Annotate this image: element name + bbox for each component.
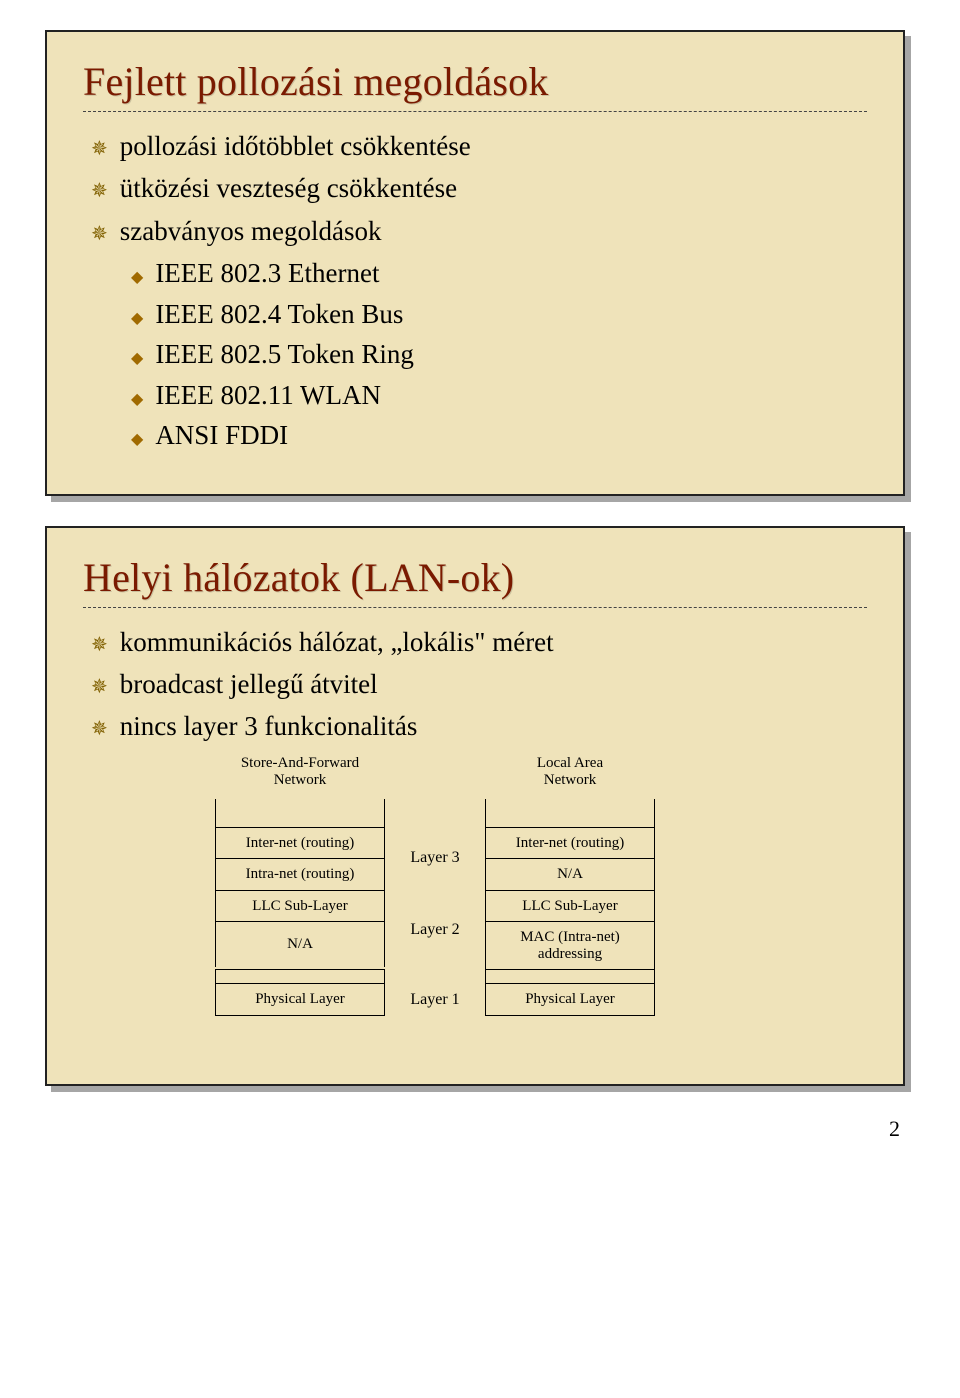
right-cell-physical: Physical Layer (485, 983, 655, 1016)
bullet-text: pollozási időtöbblet csökkentése (120, 128, 471, 164)
diagram-gap (215, 969, 385, 983)
left-cell-inter-net: Inter-net (routing) (215, 827, 385, 859)
diagram-header-row: Store-And-Forward Network Local Area Net… (215, 753, 735, 799)
sub-bullet-item: ◆ IEEE 802.3 Ethernet (131, 255, 867, 291)
bullet-item: ✵ broadcast jellegű átvitel (91, 666, 867, 702)
bullet-text: broadcast jellegű átvitel (120, 666, 378, 702)
bullet-item: ✵ szabványos megoldások (91, 213, 867, 249)
bullet-text: szabványos megoldások (120, 213, 382, 249)
page: Fejlett pollozási megoldások ✵ pollozási … (0, 30, 960, 1182)
title-divider (83, 607, 867, 608)
slide-2: Helyi hálózatok (LAN-ok) ✵ kommunikációs … (45, 526, 905, 1086)
bullet-icon: ✵ (91, 181, 108, 201)
left-network-label: Store-And-Forward Network (215, 753, 385, 799)
diamond-icon: ◆ (131, 351, 143, 367)
sub-bullet-item: ◆ ANSI FDDI (131, 417, 867, 453)
slide-2-body: ✵kommunikációs hálózat, „lokális" méret … (83, 624, 867, 745)
diagram-gap (215, 799, 385, 827)
bullet-icon: ✵ (91, 224, 108, 244)
left-cell-llc: LLC Sub-Layer (215, 890, 385, 922)
bullet-item: ✵ nincs layer 3 funkcionalitás (91, 708, 867, 744)
bullet-icon: ✵ (91, 139, 108, 159)
page-number: 2 (0, 1116, 900, 1142)
slide-1-title: Fejlett pollozási megoldások (83, 58, 867, 105)
diamond-icon: ◆ (131, 432, 143, 448)
layer-3-label: Layer 3 (385, 827, 485, 890)
left-cell-physical: Physical Layer (215, 983, 385, 1016)
layer-2-label: Layer 2 (385, 890, 485, 970)
diagram-row (215, 799, 735, 827)
layer-diagram: Store-And-Forward Network Local Area Net… (215, 753, 735, 1016)
slide-1: Fejlett pollozási megoldások ✵ pollozási … (45, 30, 905, 496)
title-divider (83, 111, 867, 112)
diamond-icon: ◆ (131, 392, 143, 408)
right-network-label: Local Area Network (485, 753, 655, 799)
bullet-item: ✵ pollozási időtöbblet csökkentése (91, 128, 867, 164)
left-cell-na: N/A (215, 921, 385, 967)
layer-1-label: Layer 1 (385, 983, 485, 1016)
diamond-icon: ◆ (131, 270, 143, 286)
diagram-gap (485, 799, 655, 827)
diamond-icon: ◆ (131, 311, 143, 327)
bullet-text: ütközési veszteség csökkentése (120, 170, 457, 206)
sub-bullet-item: ◆ IEEE 802.11 WLAN (131, 377, 867, 413)
bullet-item: ✵ kommunikációs hálózat, „lokális" méret (91, 624, 867, 660)
diagram-header-spacer (385, 753, 485, 799)
diagram-row: LLC Sub-Layer N/A Layer 2 LLC Sub-Layer … (215, 890, 735, 970)
bullet-icon: ✵ (91, 635, 108, 655)
slide-2-title: Helyi hálózatok (LAN-ok) (83, 554, 867, 601)
sub-bullet-item: ◆ IEEE 802.5 Token Ring (131, 336, 867, 372)
bullet-text: nincs layer 3 funkcionalitás (120, 708, 418, 744)
bullet-item: ✵ ütközési veszteség csökkentése (91, 170, 867, 206)
sub-bullet-item: ◆ IEEE 802.4 Token Bus (131, 296, 867, 332)
diagram-gap (385, 969, 485, 983)
right-cell-inter-net: Inter-net (routing) (485, 827, 655, 859)
sub-bullet-text: IEEE 802.5 Token Ring (155, 336, 414, 372)
diagram-gap (485, 969, 655, 983)
sub-bullet-text: IEEE 802.3 Ethernet (155, 255, 379, 291)
right-cell-llc: LLC Sub-Layer (485, 890, 655, 922)
diagram-row: Physical Layer Layer 1 Physical Layer (215, 983, 735, 1016)
bullet-icon: ✵ (91, 719, 108, 739)
diagram-row (215, 969, 735, 983)
sub-bullet-text: IEEE 802.11 WLAN (155, 377, 381, 413)
sub-bullet-text: IEEE 802.4 Token Bus (155, 296, 403, 332)
left-cell-intra-net: Intra-net (routing) (215, 858, 385, 890)
diagram-row: Inter-net (routing) Intra-net (routing) … (215, 827, 735, 890)
diagram-gap (385, 799, 485, 827)
sub-bullet-text: ANSI FDDI (155, 417, 288, 453)
slide-1-body: ✵ pollozási időtöbblet csökkentése ✵ ütköz… (83, 128, 867, 454)
right-cell-na: N/A (485, 858, 655, 890)
bullet-text: kommunikációs hálózat, „lokális" méret (120, 624, 554, 660)
bullet-icon: ✵ (91, 677, 108, 697)
right-cell-mac: MAC (Intra-net) addressing (485, 921, 655, 969)
